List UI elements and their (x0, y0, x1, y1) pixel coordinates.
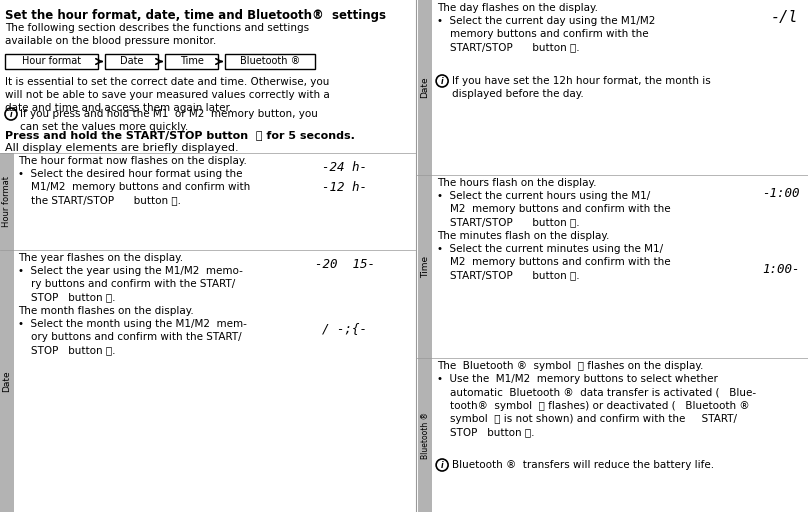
FancyBboxPatch shape (418, 358, 432, 512)
Text: Time: Time (179, 56, 204, 67)
FancyBboxPatch shape (418, 0, 432, 175)
Text: i: i (10, 110, 12, 119)
Text: -/l: -/l (771, 10, 798, 25)
Text: Date: Date (120, 56, 143, 67)
Text: i: i (441, 461, 444, 470)
Text: The following section describes the functions and settings
available on the bloo: The following section describes the func… (5, 23, 309, 46)
FancyBboxPatch shape (418, 175, 432, 358)
Text: Press and hold the START/STOP button  ⓘ for 5 seconds.: Press and hold the START/STOP button ⓘ f… (5, 130, 355, 140)
Text: Date: Date (2, 370, 11, 392)
Text: i: i (441, 77, 444, 86)
Text: Time: Time (421, 255, 430, 278)
Text: -20  15-: -20 15- (315, 258, 375, 271)
Text: All display elements are briefly displayed.: All display elements are briefly display… (5, 143, 238, 153)
Text: If you press and hold the M1  or M2  memory button, you
can set the values more : If you press and hold the M1 or M2 memor… (20, 109, 318, 132)
Text: It is essential to set the correct date and time. Otherwise, you
will not be abl: It is essential to set the correct date … (5, 77, 330, 113)
FancyBboxPatch shape (105, 54, 158, 69)
Text: -12 h-: -12 h- (322, 181, 368, 194)
Text: Hour format: Hour format (2, 176, 11, 227)
Text: If you have set the 12h hour format, the month is
displayed before the day.: If you have set the 12h hour format, the… (452, 76, 711, 99)
Text: Date: Date (421, 77, 430, 98)
Text: / -;{-: / -;{- (322, 322, 368, 335)
Text: -24 h-: -24 h- (322, 161, 368, 174)
FancyBboxPatch shape (165, 54, 218, 69)
Text: The  Bluetooth ®  symbol  ⓘ flashes on the display.
•  Use the  M1/M2  memory bu: The Bluetooth ® symbol ⓘ flashes on the … (437, 361, 756, 437)
FancyBboxPatch shape (5, 54, 98, 69)
Text: Set the hour format, date, time and Bluetooth®  settings: Set the hour format, date, time and Blue… (5, 9, 386, 22)
FancyBboxPatch shape (0, 153, 14, 250)
Text: Bluetooth ®  transfers will reduce the battery life.: Bluetooth ® transfers will reduce the ba… (452, 460, 714, 470)
Text: Bluetooth ®: Bluetooth ® (421, 412, 430, 459)
FancyBboxPatch shape (225, 54, 315, 69)
Text: The day flashes on the display.
•  Select the current day using the M1/M2
    me: The day flashes on the display. • Select… (437, 3, 655, 53)
Text: -1:00: -1:00 (763, 187, 800, 200)
Text: The year flashes on the display.
•  Select the year using the M1/M2  memo-
    r: The year flashes on the display. • Selec… (18, 253, 247, 355)
Text: Bluetooth ®: Bluetooth ® (240, 56, 301, 67)
Text: The hour format now flashes on the display.
•  Select the desired hour format us: The hour format now flashes on the displ… (18, 156, 250, 206)
Text: Hour format: Hour format (22, 56, 81, 67)
Text: 1:00-: 1:00- (763, 263, 800, 276)
Text: The hours flash on the display.
•  Select the current hours using the M1/
    M2: The hours flash on the display. • Select… (437, 178, 671, 281)
FancyBboxPatch shape (0, 250, 14, 512)
